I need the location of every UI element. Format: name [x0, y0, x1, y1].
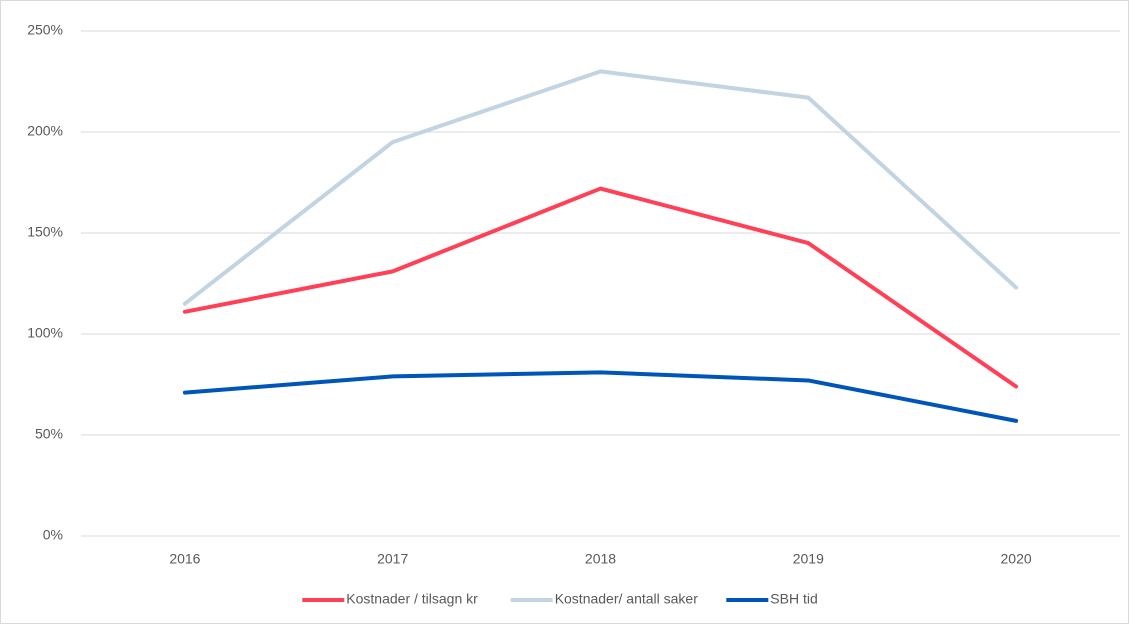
x-tick-label: 2017	[377, 551, 408, 567]
y-tick-label: 50%	[35, 426, 63, 442]
data-line	[182, 370, 1019, 423]
legend-label: Kostnader/ antall saker	[555, 591, 699, 607]
x-tick-label: 2020	[1001, 551, 1032, 567]
x-tick-label: 2018	[585, 551, 616, 567]
legend-label: Kostnader / tilsagn kr	[346, 591, 478, 607]
y-tick-label: 150%	[27, 224, 63, 240]
legend-label: SBH tid	[770, 591, 817, 607]
x-tick-label: 2016	[169, 551, 200, 567]
y-tick-label: 100%	[27, 325, 63, 341]
y-tick-label: 250%	[27, 22, 63, 38]
data-line	[182, 69, 1019, 306]
data-line	[182, 186, 1019, 389]
x-tick-label: 2019	[793, 551, 824, 567]
y-tick-label: 0%	[43, 527, 63, 543]
y-tick-label: 200%	[27, 123, 63, 139]
